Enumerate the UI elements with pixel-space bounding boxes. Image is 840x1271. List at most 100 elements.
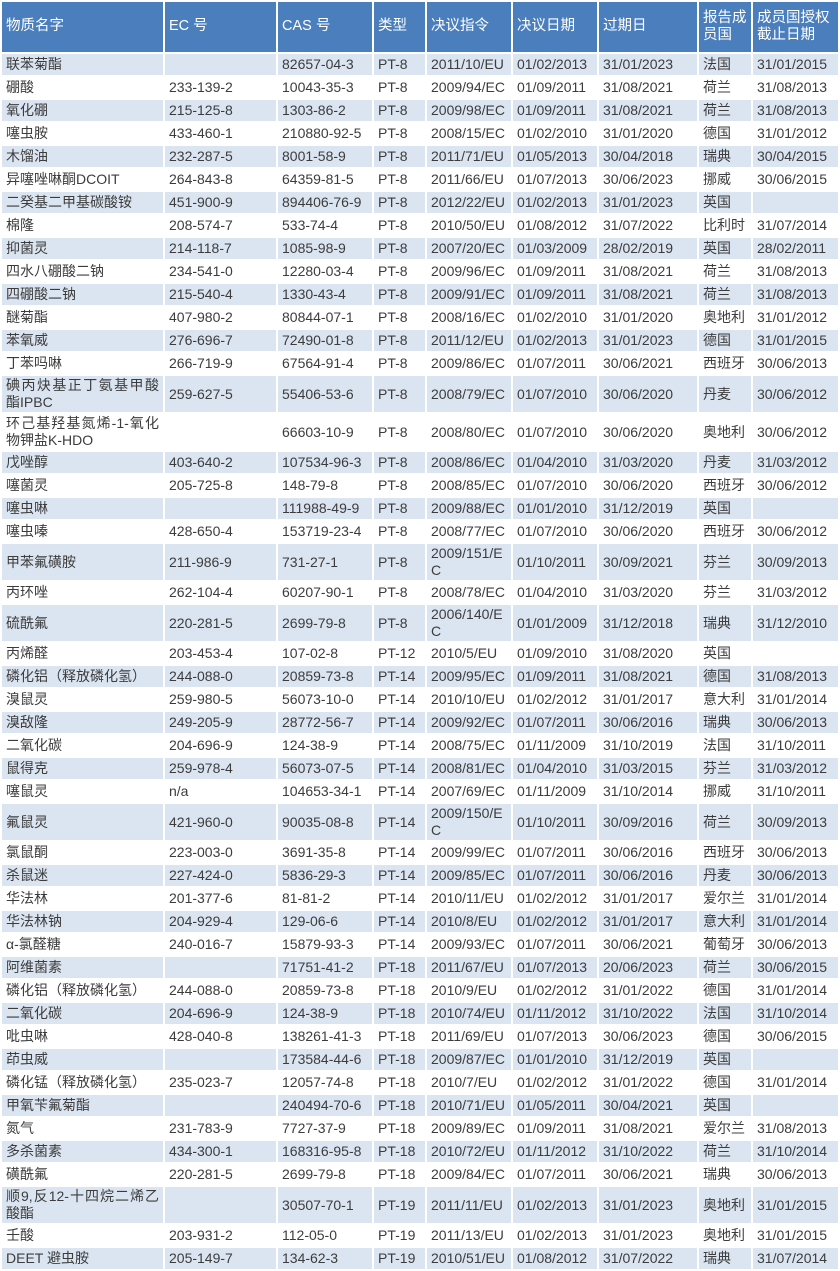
- cell-member-state-authorization-deadline: [753, 643, 838, 664]
- cell-cas-number: 7727-37-9: [278, 1118, 372, 1139]
- table-row: 棉隆 208-574-7 533-74-4 PT-8 2010/50/EU 01/08/2…: [2, 215, 838, 236]
- cell-cas-number: 60207-90-1: [278, 582, 372, 603]
- cell-rapporteur-member-state: 奥地利: [699, 414, 751, 450]
- cell-type: PT-8: [374, 284, 425, 305]
- cell-decision-directive: 2009/85/EC: [427, 865, 511, 886]
- cell-decision-date: 01/10/2011: [513, 804, 597, 840]
- cell-type: PT-8: [374, 123, 425, 144]
- cell-substance-name: 壬酸: [2, 1225, 163, 1246]
- cell-cas-number: 129-06-6: [278, 911, 372, 932]
- cell-decision-date: 01/02/2013: [513, 192, 597, 213]
- cell-cas-number: 81-81-2: [278, 888, 372, 909]
- cell-type: PT-18: [374, 1072, 425, 1093]
- table-row: 二氧化碳 204-696-9 124-38-9 PT-18 2010/74/EU 01/1…: [2, 1003, 838, 1024]
- cell-substance-name: 茚虫威: [2, 1049, 163, 1070]
- cell-expiry-date: 31/12/2018: [599, 605, 697, 641]
- cell-ec-number: 264-843-8: [165, 169, 276, 190]
- cell-cas-number: 64359-81-5: [278, 169, 372, 190]
- cell-cas-number: 210880-92-5: [278, 123, 372, 144]
- cell-decision-date: 01/09/2011: [513, 261, 597, 282]
- cell-ec-number: [165, 54, 276, 75]
- table-row: 噻虫嗪 428-650-4 153719-23-4 PT-8 2008/77/EC 01/…: [2, 521, 838, 542]
- cell-decision-date: 01/09/2011: [513, 77, 597, 98]
- cell-ec-number: 208-574-7: [165, 215, 276, 236]
- cell-type: PT-8: [374, 521, 425, 542]
- cell-decision-directive: 2010/74/EU: [427, 1003, 511, 1024]
- cell-decision-directive: 2010/7/EU: [427, 1072, 511, 1093]
- cell-ec-number: 259-627-5: [165, 376, 276, 412]
- cell-expiry-date: 30/06/2016: [599, 842, 697, 863]
- cell-decision-date: 01/07/2011: [513, 934, 597, 955]
- cell-type: PT-8: [374, 376, 425, 412]
- cell-decision-directive: 2010/11/EU: [427, 888, 511, 909]
- cell-rapporteur-member-state: 芬兰: [699, 544, 751, 580]
- cell-decision-directive: 2009/87/EC: [427, 1049, 511, 1070]
- cell-cas-number: 72490-01-8: [278, 330, 372, 351]
- cell-substance-name: 棉隆: [2, 215, 163, 236]
- cell-expiry-date: 30/06/2020: [599, 376, 697, 412]
- cell-substance-name: 溴鼠灵: [2, 689, 163, 710]
- cell-substance-name: 磷化铝（释放磷化氢）: [2, 980, 163, 1001]
- cell-type: PT-14: [374, 712, 425, 733]
- cell-cas-number: 104653-34-1: [278, 781, 372, 802]
- cell-type: PT-18: [374, 980, 425, 1001]
- cell-cas-number: 1085-98-9: [278, 238, 372, 259]
- table-row: 碘丙炔基正丁氨基甲酸酯IPBC 259-627-5 55406-53-6 PT-8 20…: [2, 376, 838, 412]
- cell-type: PT-8: [374, 307, 425, 328]
- cell-substance-name: 磷化锰（释放磷化氢）: [2, 1072, 163, 1093]
- cell-substance-name: 磷化铝（释放磷化氢）: [2, 666, 163, 687]
- cell-cas-number: 80844-07-1: [278, 307, 372, 328]
- cell-rapporteur-member-state: 西班牙: [699, 842, 751, 863]
- cell-ec-number: [165, 957, 276, 978]
- table-row: 环己基羟基氮烯-1-氧化物钾盐K-HDO 66603-10-9 PT-8 2008/8…: [2, 414, 838, 450]
- cell-decision-directive: 2009/91/EC: [427, 284, 511, 305]
- cell-decision-date: 01/01/2010: [513, 1049, 597, 1070]
- cell-decision-directive: 2008/16/EC: [427, 307, 511, 328]
- cell-type: PT-8: [374, 452, 425, 473]
- cell-expiry-date: 30/06/2016: [599, 712, 697, 733]
- cell-rapporteur-member-state: 芬兰: [699, 758, 751, 779]
- cell-type: PT-14: [374, 934, 425, 955]
- cell-member-state-authorization-deadline: 30/06/2012: [753, 414, 838, 450]
- cell-ec-number: 201-377-6: [165, 888, 276, 909]
- cell-cas-number: 12280-03-4: [278, 261, 372, 282]
- cell-rapporteur-member-state: 英国: [699, 643, 751, 664]
- cell-expiry-date: 31/07/2022: [599, 1248, 697, 1269]
- cell-decision-directive: 2010/10/EU: [427, 689, 511, 710]
- table-row: 硼酸 233-139-2 10043-35-3 PT-8 2009/94/EC 01/09…: [2, 77, 838, 98]
- table-body: 联苯菊酯 82657-04-3 PT-8 2011/10/EU 01/02/2013 31…: [2, 54, 838, 1269]
- cell-expiry-date: 28/02/2019: [599, 238, 697, 259]
- cell-member-state-authorization-deadline: 31/08/2013: [753, 284, 838, 305]
- cell-expiry-date: 31/01/2023: [599, 330, 697, 351]
- cell-expiry-date: 31/01/2017: [599, 689, 697, 710]
- cell-substance-name: 戊唑醇: [2, 452, 163, 473]
- cell-rapporteur-member-state: 瑞典: [699, 1164, 751, 1185]
- cell-decision-directive: 2008/78/EC: [427, 582, 511, 603]
- cell-substance-name: 异噻唑啉酮DCOIT: [2, 169, 163, 190]
- cell-type: PT-18: [374, 1118, 425, 1139]
- cell-decision-date: 01/02/2010: [513, 123, 597, 144]
- cell-ec-number: 428-040-8: [165, 1026, 276, 1047]
- cell-ec-number: 428-650-4: [165, 521, 276, 542]
- table-row: 硫酰氟 220-281-5 2699-79-8 PT-8 2006/140/EC 01/0…: [2, 605, 838, 641]
- table-row: 戊唑醇 403-640-2 107534-96-3 PT-8 2008/86/EC 01/…: [2, 452, 838, 473]
- cell-cas-number: 148-79-8: [278, 475, 372, 496]
- cell-cas-number: 533-74-4: [278, 215, 372, 236]
- cell-type: PT-14: [374, 666, 425, 687]
- cell-rapporteur-member-state: 德国: [699, 666, 751, 687]
- cell-decision-date: 01/04/2010: [513, 582, 597, 603]
- cell-decision-directive: 2008/85/EC: [427, 475, 511, 496]
- table-row: 溴敌隆 249-205-9 28772-56-7 PT-14 2009/92/EC 01/…: [2, 712, 838, 733]
- cell-rapporteur-member-state: 西班牙: [699, 353, 751, 374]
- cell-member-state-authorization-deadline: 31/07/2014: [753, 1248, 838, 1269]
- cell-member-state-authorization-deadline: 30/06/2013: [753, 842, 838, 863]
- cell-decision-date: 01/07/2013: [513, 957, 597, 978]
- cell-member-state-authorization-deadline: 31/10/2011: [753, 735, 838, 756]
- cell-ec-number: 403-640-2: [165, 452, 276, 473]
- cell-expiry-date: 31/08/2021: [599, 77, 697, 98]
- cell-decision-date: 01/07/2011: [513, 712, 597, 733]
- cell-rapporteur-member-state: 意大利: [699, 689, 751, 710]
- cell-decision-date: 01/10/2011: [513, 544, 597, 580]
- cell-ec-number: 434-300-1: [165, 1141, 276, 1162]
- table-row: 鼠得克 259-978-4 56073-07-5 PT-14 2008/81/EC 01/…: [2, 758, 838, 779]
